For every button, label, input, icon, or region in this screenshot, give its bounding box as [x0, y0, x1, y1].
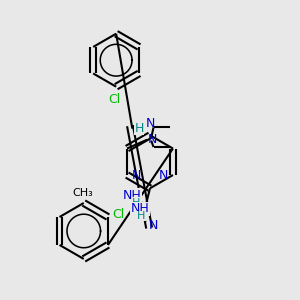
Text: Cl: Cl	[109, 93, 121, 106]
Text: N: N	[148, 133, 157, 146]
Text: N: N	[132, 169, 141, 182]
Text: H: H	[132, 198, 140, 208]
Text: NH: NH	[122, 189, 141, 202]
Text: Cl: Cl	[112, 208, 124, 220]
Text: H: H	[135, 122, 144, 135]
Text: N: N	[159, 169, 168, 182]
Text: CH₃: CH₃	[72, 188, 93, 198]
Text: H: H	[137, 211, 146, 221]
Text: NH: NH	[130, 202, 149, 215]
Text: N: N	[145, 117, 155, 130]
Text: N: N	[149, 219, 158, 232]
